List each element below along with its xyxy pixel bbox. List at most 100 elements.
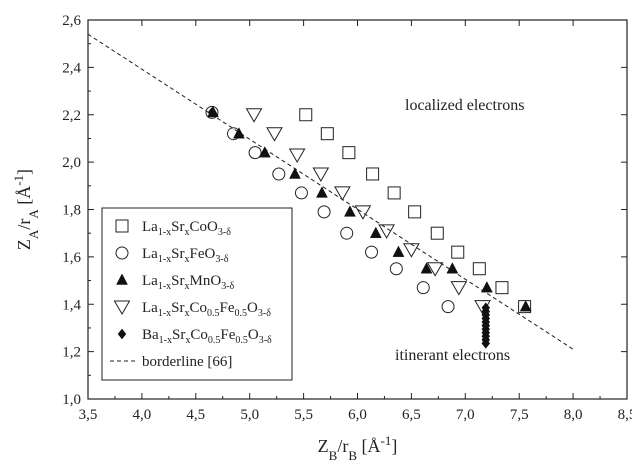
data-point (290, 149, 305, 162)
chart-annotations: localized electrons itinerant electrons (395, 97, 525, 364)
data-point (520, 301, 531, 312)
data-point (393, 246, 404, 257)
x-axis-title-slash: /r (337, 436, 348, 456)
x-tick-label: 8,0 (564, 407, 583, 423)
x-tick-label: 7,5 (510, 407, 529, 423)
y-tick-label: 1,6 (62, 250, 81, 266)
legend-label-part: La (142, 246, 158, 262)
y-tick-label: 2,4 (62, 60, 81, 76)
legend-label-part: Sr (171, 300, 184, 316)
data-point (344, 206, 355, 217)
y-axis-title-unit: [Å (14, 186, 34, 210)
data-point (289, 168, 300, 179)
data-point (388, 187, 400, 199)
x-axis-title-sub2: B (348, 448, 357, 463)
x-axis-title-unit: [Å (357, 436, 381, 456)
x-axis-title-sub: B (329, 448, 338, 463)
legend-label-part: O (248, 327, 259, 343)
data-point (481, 282, 492, 293)
legend-label-part: La (142, 273, 158, 289)
x-tick-label: 4,5 (186, 407, 205, 423)
data-point (321, 128, 333, 140)
x-tick-label: 6,0 (348, 407, 367, 423)
y-axis-title: ZA/rA [Å-1] (11, 169, 41, 250)
x-axis-title-sup: -1 (381, 433, 392, 448)
x-tick-label: 8,5 (618, 407, 632, 423)
x-axis-title-close: ] (391, 436, 397, 456)
legend-label-part: 3-δ (259, 335, 272, 346)
data-point (379, 225, 394, 238)
data-point (496, 282, 508, 294)
legend-label-part: Co (190, 300, 208, 316)
y-axis-title-close: ] (14, 169, 34, 175)
data-point (452, 246, 464, 258)
annotation-itinerant: itinerant electrons (395, 347, 510, 364)
data-point (313, 168, 328, 181)
legend-label-part: Sr (171, 246, 184, 262)
legend-label-part: 3-δ (258, 308, 271, 319)
data-point (367, 168, 379, 180)
legend-label-part: 3-δ (215, 254, 228, 265)
legend-label-part: 0.5 (235, 335, 248, 346)
data-point (409, 206, 421, 218)
legend-label-part: Sr (172, 327, 185, 343)
legend-label-part: Fe (220, 327, 235, 343)
series-0 (300, 109, 531, 313)
data-point (247, 109, 262, 122)
x-axis-title-main: Z (318, 436, 329, 456)
legend-label-part: 1-x (158, 281, 171, 292)
legend-label-part: 3-δ (218, 227, 231, 238)
x-tick-label: 5,5 (294, 407, 313, 423)
data-point (341, 227, 353, 239)
legend-label-part: CoO (190, 219, 219, 235)
legend-label-part: Fe (220, 300, 235, 316)
data-point (366, 246, 378, 258)
legend-label-part: 1-x (158, 308, 171, 319)
data-point (335, 187, 350, 200)
data-point (273, 168, 285, 180)
x-tick-label: 6,5 (402, 407, 421, 423)
legend-label-part: Sr (171, 273, 184, 289)
legend-label-part: 3-δ (221, 281, 234, 292)
data-point (390, 263, 402, 275)
x-tick-label: 4,0 (133, 407, 152, 423)
data-point (300, 109, 312, 121)
data-point (318, 206, 330, 218)
legend-label-part: 0.5 (208, 335, 221, 346)
legend-label-part: 0.5 (207, 308, 220, 319)
legend-label-part: O (247, 300, 258, 316)
legend-label-part: La (142, 219, 158, 235)
data-point (370, 227, 381, 238)
x-tick-label: 5,0 (240, 407, 259, 423)
data-point (355, 206, 370, 219)
data-point (473, 263, 485, 275)
y-axis-title-slash: /r (14, 219, 34, 230)
legend-label-part: 0.5 (235, 308, 248, 319)
y-tick-label: 2,0 (62, 155, 81, 171)
data-point (404, 244, 419, 257)
data-point (451, 282, 466, 295)
legend-label-part: 1-x (159, 335, 172, 346)
y-tick-label: 1,0 (62, 392, 81, 408)
legend-label-part: Sr (171, 219, 184, 235)
x-axis-title: ZB/rB [Å-1] (318, 433, 398, 463)
data-point (442, 301, 454, 313)
y-tick-label: 2,6 (62, 13, 81, 29)
legend-label-part: MnO (190, 273, 222, 289)
legend-label-part: 1-x (158, 254, 171, 265)
legend-label-borderline: borderline [66] (142, 354, 232, 370)
annotation-localized: localized electrons (405, 97, 525, 114)
y-tick-label: 1,4 (62, 297, 81, 313)
y-axis-title-main: Z (14, 239, 34, 250)
legend-label-part: FeO (190, 246, 216, 262)
data-point (417, 282, 429, 294)
data-point (343, 147, 355, 159)
y-tick-label: 1,8 (62, 203, 81, 219)
x-tick-label: 7,0 (456, 407, 475, 423)
y-axis-title-sup: -1 (11, 175, 26, 186)
data-point (295, 187, 307, 199)
legend-label-part: 1-x (158, 227, 171, 238)
legend-label-part: La (142, 300, 158, 316)
x-tick-label: 3,5 (79, 407, 98, 423)
